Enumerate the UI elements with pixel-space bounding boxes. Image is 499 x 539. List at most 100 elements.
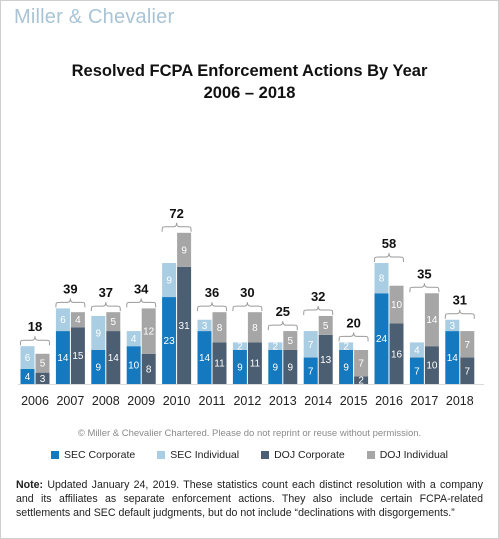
bar-sec-corporate — [303, 357, 318, 384]
chart-title-line2: 2006 – 2018 — [203, 84, 296, 102]
total-brace — [409, 283, 440, 293]
legend-item-doj-individual: DOJ Individual — [366, 449, 448, 461]
data-label-sec-corporate: 4 — [25, 372, 31, 383]
total-brace — [303, 305, 334, 315]
total-brace — [55, 298, 86, 308]
data-label-doj-individual: 9 — [181, 245, 187, 256]
x-tick-label: 2008 — [92, 394, 120, 408]
data-label-sec-corporate: 14 — [447, 353, 459, 364]
total-brace — [338, 332, 369, 342]
x-tick-label: 2011 — [199, 394, 226, 408]
bar-sec-corporate — [197, 331, 212, 384]
data-label-doj-individual: 4 — [75, 315, 81, 326]
data-label-sec-corporate: 7 — [414, 366, 420, 377]
data-label-doj-corporate: 11 — [214, 359, 225, 370]
data-label-sec-individual: 3 — [450, 321, 456, 332]
data-label-doj-corporate: 13 — [320, 355, 332, 366]
bar-doj-individual — [460, 331, 475, 358]
bar-doj-individual — [106, 312, 121, 332]
x-tick-label: 2014 — [304, 394, 332, 408]
total-label: 32 — [311, 289, 325, 304]
data-label-doj-corporate: 16 — [391, 349, 403, 360]
data-label-doj-corporate: 31 — [179, 321, 191, 332]
data-label-sec-individual: 9 — [96, 328, 102, 339]
total-label: 58 — [382, 236, 396, 251]
total-brace — [232, 302, 263, 312]
bar-doj-individual — [318, 315, 333, 335]
total-label: 18 — [28, 319, 42, 334]
data-label-sec-individual: 8 — [379, 274, 385, 285]
data-label-doj-corporate: 15 — [72, 351, 84, 362]
data-label-doj-individual: 5 — [40, 359, 46, 370]
x-tick-label: 2015 — [340, 394, 368, 408]
bar-sec-corporate — [339, 349, 354, 384]
bar-sec-individual — [55, 308, 70, 332]
data-label-doj-individual: 7 — [465, 340, 471, 351]
bar-sec-individual — [303, 331, 318, 358]
bar-sec-individual — [339, 342, 354, 350]
bar-doj-corporate — [283, 349, 298, 384]
bar-doj-corporate — [247, 342, 262, 384]
legend-swatch — [366, 451, 375, 459]
bar-sec-individual — [91, 315, 106, 350]
total-brace — [90, 302, 121, 312]
data-label-doj-corporate: 3 — [40, 374, 46, 385]
bar-sec-individual — [126, 331, 141, 347]
bar-sec-individual — [20, 346, 35, 369]
note-label: Note: — [16, 479, 44, 491]
data-label-sec-corporate: 7 — [308, 366, 314, 377]
bar-doj-corporate — [70, 327, 85, 384]
chart-legend: SEC Corporate SEC Individual DOJ Corpora… — [0, 449, 499, 461]
bar-sec-corporate — [55, 331, 70, 384]
total-brace — [267, 321, 298, 331]
data-label-sec-corporate: 14 — [199, 353, 211, 364]
data-label-sec-individual: 4 — [131, 334, 137, 345]
data-label-doj-individual: 8 — [252, 323, 258, 334]
total-label: 35 — [417, 266, 431, 281]
total-brace — [374, 253, 404, 263]
brand-logo: Miller & Chevalier — [14, 6, 175, 28]
bar-doj-individual — [247, 312, 262, 343]
total-label: 36 — [205, 285, 219, 300]
data-label-doj-corporate: 7 — [465, 366, 471, 377]
legend-label: DOJ Individual — [379, 449, 448, 461]
total-brace — [161, 222, 192, 232]
data-label-doj-individual: 10 — [391, 300, 403, 311]
total-label: 34 — [134, 281, 149, 296]
data-label-sec-corporate: 9 — [237, 362, 243, 373]
x-tick-label: 2010 — [163, 394, 191, 408]
copyright-notice: © Miller & Chevalier Chartered. Please d… — [77, 428, 422, 439]
bar-sec-corporate — [445, 331, 460, 384]
bar-doj-corporate — [318, 334, 333, 384]
data-label-doj-corporate: 11 — [250, 359, 261, 370]
x-tick-label: 2007 — [56, 394, 84, 408]
data-label-sec-individual: 4 — [414, 345, 420, 356]
total-label: 72 — [169, 206, 183, 221]
bar-sec-corporate — [20, 368, 35, 384]
note-text: Updated January 24, 2019. These statisti… — [16, 479, 483, 519]
data-label-sec-corporate: 24 — [376, 334, 388, 345]
bar-sec-corporate — [374, 293, 389, 384]
bar-doj-corporate — [354, 376, 369, 384]
data-label-sec-individual: 2 — [343, 342, 349, 353]
bar-sec-individual — [409, 342, 424, 358]
bar-doj-corporate — [106, 331, 121, 384]
data-label-sec-individual: 6 — [25, 353, 31, 364]
legend-item-sec-corporate: SEC Corporate — [51, 449, 135, 461]
data-label-sec-corporate: 9 — [96, 362, 102, 373]
x-tick-label: 2006 — [21, 394, 49, 408]
bar-doj-individual — [354, 349, 369, 377]
bar-doj-individual — [212, 312, 227, 343]
data-label-sec-individual: 6 — [60, 315, 66, 326]
bar-sec-individual — [268, 342, 283, 350]
bar-doj-individual — [35, 353, 50, 373]
data-label-sec-individual: 2 — [237, 342, 243, 353]
total-label: 30 — [240, 285, 254, 300]
data-label-doj-individual: 5 — [111, 317, 117, 328]
bar-sec-individual — [197, 319, 212, 332]
legend-swatch — [157, 451, 166, 459]
data-label-doj-individual: 5 — [323, 321, 329, 332]
data-label-sec-corporate: 10 — [128, 361, 140, 372]
footnote: Note: Updated January 24, 2019. These st… — [16, 478, 483, 520]
bar-doj-individual — [283, 331, 298, 350]
